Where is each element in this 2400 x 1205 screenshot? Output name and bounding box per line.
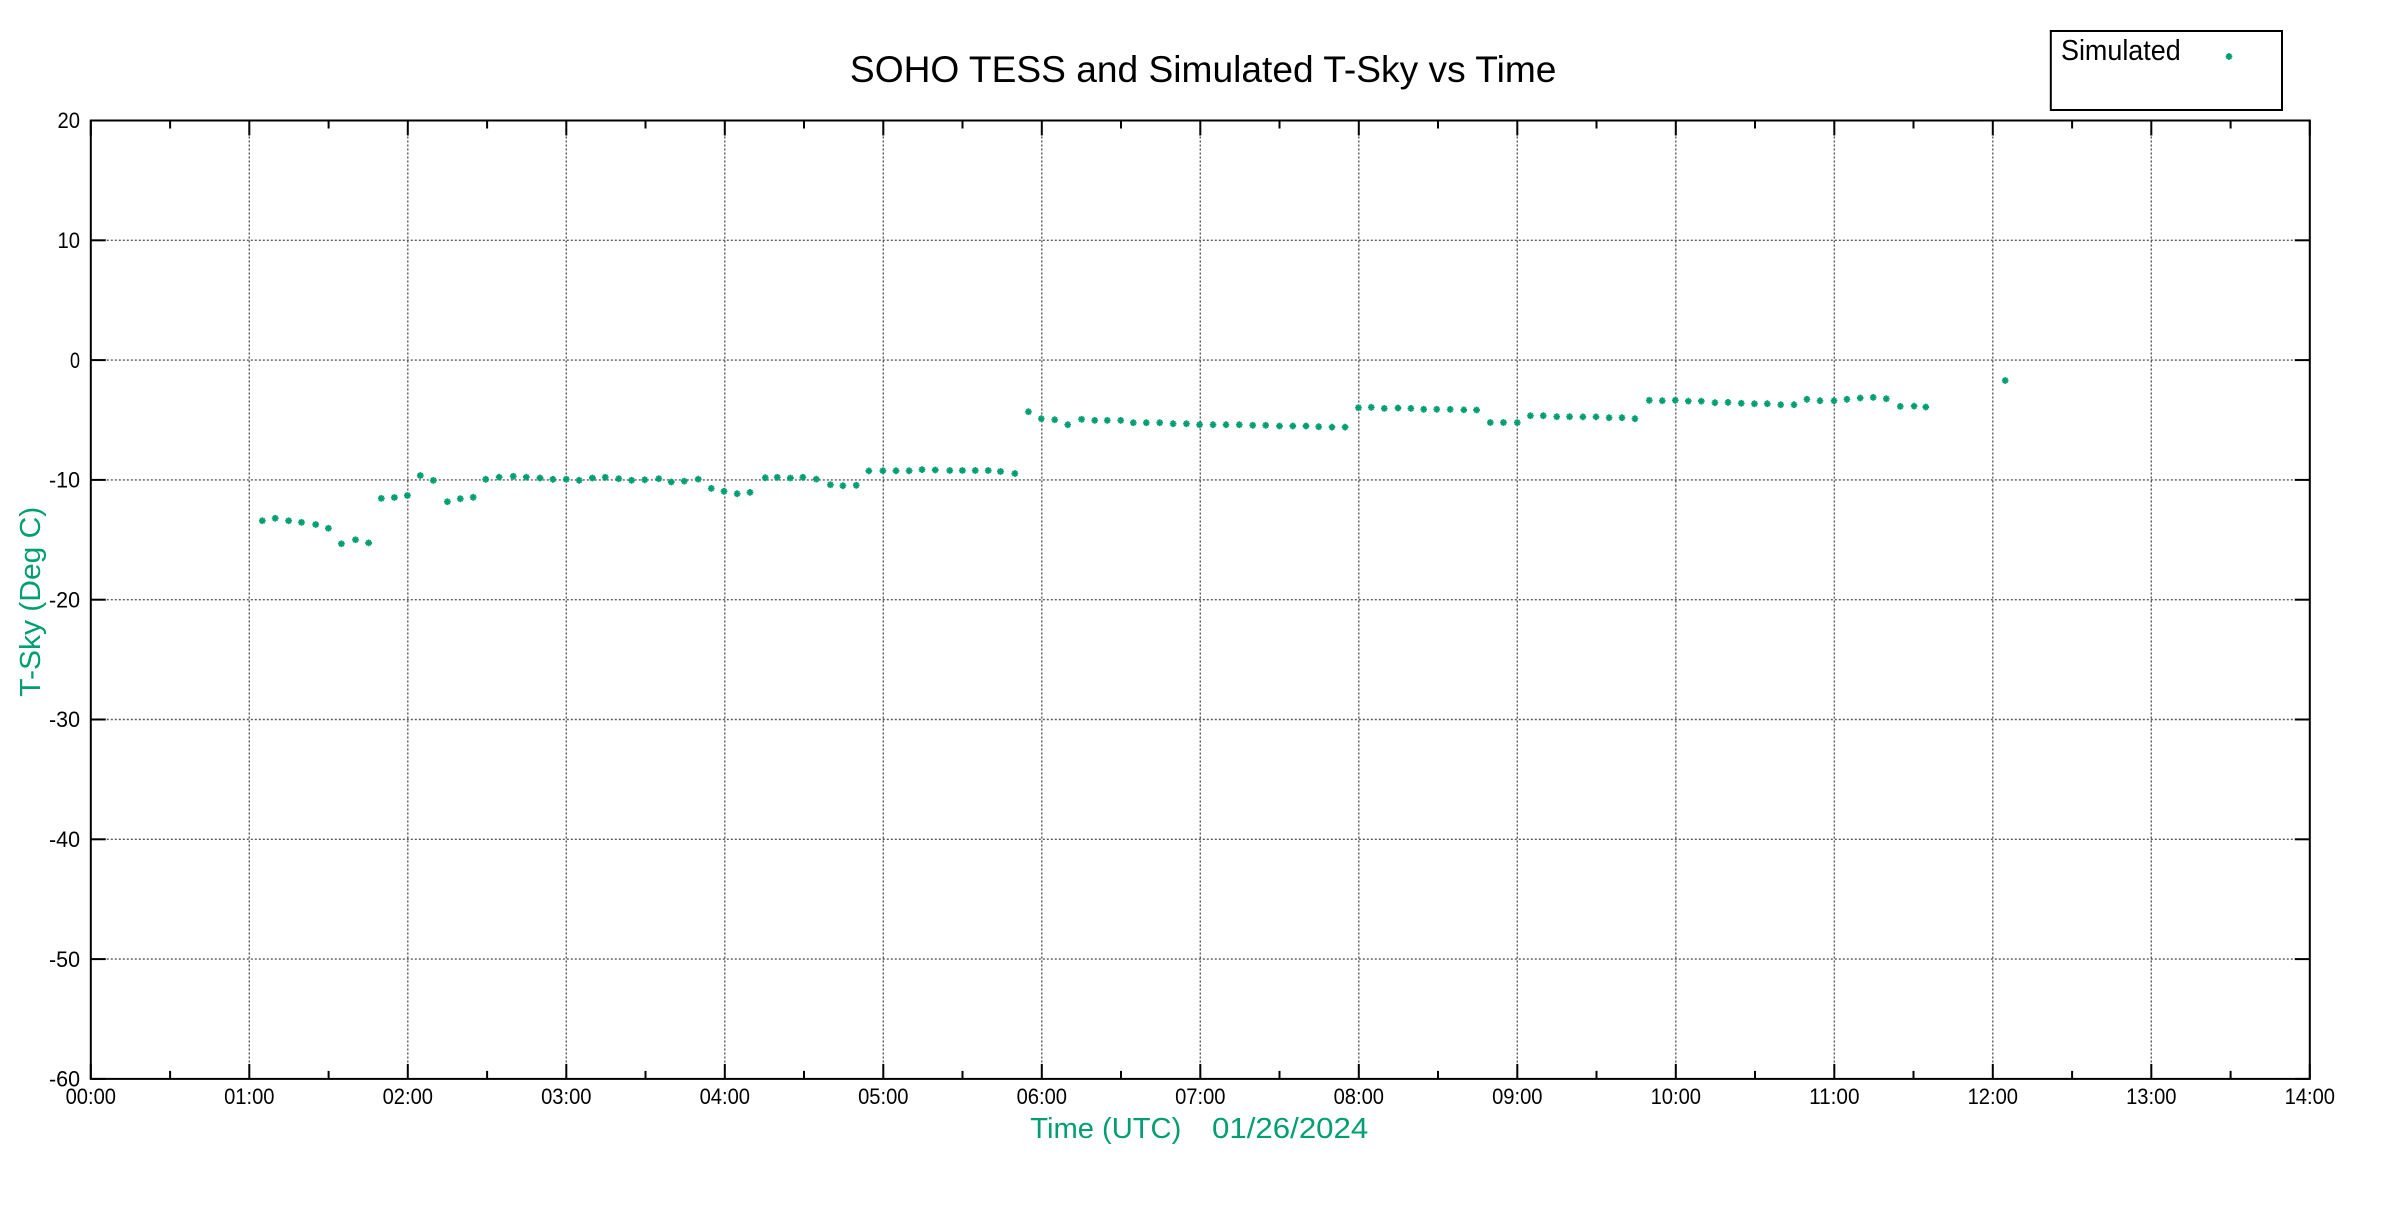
svg-text:02:00: 02:00 [383, 1084, 433, 1109]
svg-text:05:00: 05:00 [858, 1084, 908, 1109]
svg-text:00:00: 00:00 [66, 1084, 116, 1109]
svg-text:11:00: 11:00 [1809, 1084, 1859, 1109]
svg-text:01:00: 01:00 [224, 1084, 274, 1109]
svg-text:13:00: 13:00 [2126, 1084, 2176, 1109]
svg-text:-10: -10 [49, 468, 80, 493]
svg-text:14:00: 14:00 [2285, 1084, 2335, 1109]
svg-text:03:00: 03:00 [541, 1084, 591, 1109]
svg-text:T-Sky (Deg C): T-Sky (Deg C) [15, 507, 47, 697]
svg-text:12:00: 12:00 [1968, 1084, 2018, 1109]
svg-text:09:00: 09:00 [1492, 1084, 1542, 1109]
svg-text:SOHO TESS and Simulated T-Sky: SOHO TESS and Simulated T-Sky vs Time [850, 49, 1557, 90]
svg-text:-20: -20 [49, 587, 80, 612]
svg-text:0: 0 [70, 348, 80, 373]
svg-text:01/26/2024: 01/26/2024 [1212, 1113, 1368, 1145]
svg-text:10: 10 [58, 228, 81, 253]
svg-text:Time (UTC): Time (UTC) [1030, 1113, 1181, 1145]
svg-text:06:00: 06:00 [1017, 1084, 1067, 1109]
svg-text:-40: -40 [49, 827, 80, 852]
svg-text:-60: -60 [49, 1067, 80, 1092]
svg-text:Simulated: Simulated [2061, 35, 2181, 67]
svg-text:-50: -50 [49, 947, 80, 972]
svg-text:08:00: 08:00 [1334, 1084, 1384, 1109]
svg-text:10:00: 10:00 [1651, 1084, 1701, 1109]
svg-text:20: 20 [58, 108, 81, 133]
svg-text:07:00: 07:00 [1175, 1084, 1225, 1109]
svg-text:04:00: 04:00 [700, 1084, 750, 1109]
svg-text:-30: -30 [49, 707, 80, 732]
